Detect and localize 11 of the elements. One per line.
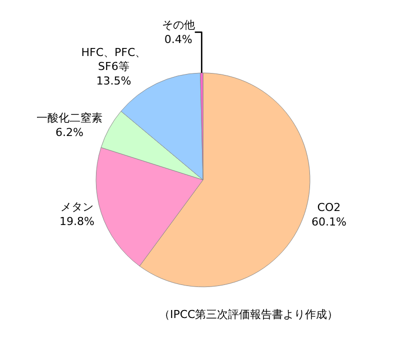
data-label: 19.8%: [59, 214, 94, 228]
text: （IPCC第三次評価報告書より作成）: [159, 308, 338, 321]
slice-label: HFC、PFC、 SF6等: [81, 46, 146, 74]
data-label: 6.2%: [55, 126, 84, 139]
slice-label: CO2: [317, 200, 341, 214]
slice-label: その他: [162, 18, 195, 32]
data-label: 13.5%: [96, 74, 132, 88]
data-label: 60.1%: [311, 215, 346, 228]
slice-label: 一酸化二窒素: [36, 112, 102, 125]
slice-label: メタン: [60, 200, 94, 214]
data-label: 0.4%: [164, 32, 192, 46]
